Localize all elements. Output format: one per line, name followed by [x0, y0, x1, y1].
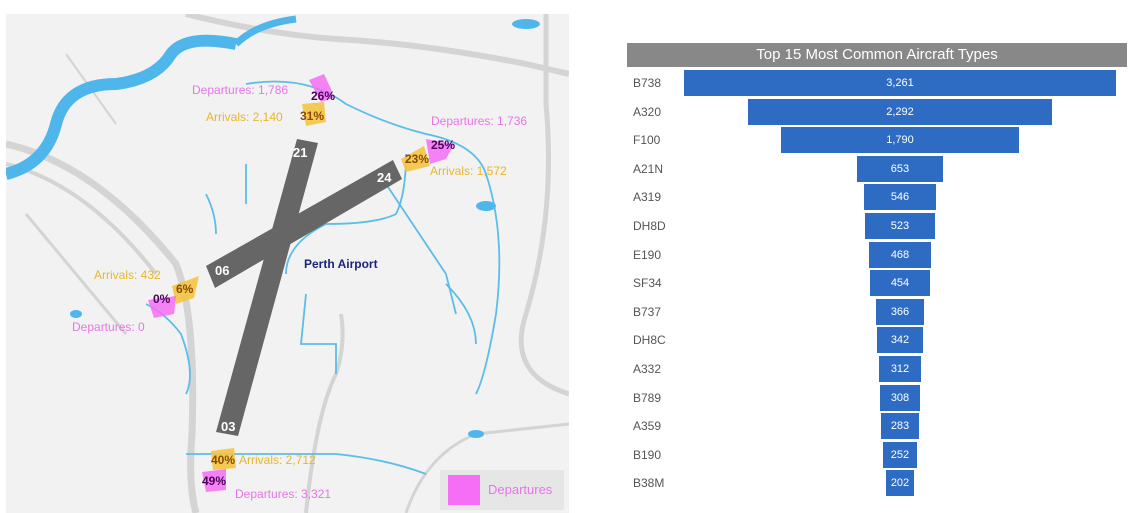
runway-03-21 [216, 139, 318, 436]
funnel-row[interactable]: SF34 454 [627, 269, 1127, 297]
runway-06-24 [206, 160, 402, 288]
departures-label-06: Departures: 0 [72, 320, 145, 334]
funnel-row[interactable]: DH8D 523 [627, 212, 1127, 240]
arrivals-label-21: Arrivals: 2,140 [206, 110, 283, 124]
category-label: B789 [633, 390, 662, 405]
arrivals-label-24: Arrivals: 1,572 [430, 164, 507, 178]
category-label: A319 [633, 190, 662, 205]
category-label: DH8D [633, 219, 666, 233]
category-label: F100 [633, 133, 661, 148]
category-label: B190 [633, 447, 662, 462]
chart-title: Top 15 Most Common Aircraft Types [627, 43, 1127, 67]
arrow-21-arrivals [302, 102, 326, 126]
arrivals-pct-03: 40% [211, 453, 236, 467]
arrow-03-arrivals [211, 448, 236, 470]
funnel-row[interactable]: B190 252 [627, 441, 1127, 469]
map-panel[interactable]: Perth Airport 21 24 06 03 Departures: 1,… [6, 14, 569, 513]
funnel-bar[interactable]: 202 [886, 470, 914, 497]
arrivals-pct-06: 6% [176, 282, 194, 296]
runway-label-06: 06 [215, 263, 230, 278]
category-label: A21N [633, 161, 664, 176]
arrivals-label-06: Arrivals: 432 [94, 268, 161, 282]
runway-label-24: 24 [377, 170, 392, 185]
arrow-24-arrivals [401, 146, 430, 172]
funnel-bar[interactable]: 454 [869, 270, 931, 297]
funnel-row[interactable]: B738 3,261 [627, 69, 1127, 97]
funnel-row[interactable]: A319 546 [627, 183, 1127, 211]
category-label: A332 [633, 362, 662, 376]
funnel-bar[interactable]: 653 [856, 155, 944, 182]
funnel-bar[interactable]: 3,261 [684, 70, 1116, 96]
arrow-24-departures [426, 139, 454, 164]
funnel-row[interactable]: F100 1,790 [627, 126, 1127, 154]
runway-label-21: 21 [293, 145, 308, 160]
category-label: SF34 [633, 276, 662, 291]
funnel-row[interactable]: B737 366 [627, 298, 1127, 326]
funnel-bar[interactable]: 312 [879, 356, 921, 382]
runway-label-03: 03 [221, 419, 236, 434]
funnel-bar[interactable]: 2,292 [748, 98, 1052, 125]
funnel-bar[interactable]: 342 [877, 327, 923, 354]
legend-label-departures: Departures [488, 482, 553, 497]
drainage-lines [145, 80, 501, 475]
departures-pct-06: 0% [153, 292, 171, 306]
arrow-06-departures [148, 296, 176, 318]
funnel-row[interactable]: A21N 653 [627, 155, 1127, 183]
funnel-bar[interactable]: 366 [875, 298, 925, 325]
funnel-bar[interactable]: 283 [881, 413, 919, 440]
funnel-bar[interactable]: 468 [869, 241, 931, 268]
flow-arrows [148, 74, 454, 492]
category-label: A359 [633, 419, 662, 434]
departures-pct-03: 49% [202, 474, 227, 488]
departures-pct-21: 26% [311, 89, 336, 103]
category-label: B38M [633, 476, 665, 491]
category-label: E190 [633, 247, 662, 262]
arrivals-pct-24: 23% [405, 152, 430, 166]
airport-name: Perth Airport [304, 257, 378, 271]
map-legend[interactable]: Departures [440, 470, 564, 510]
river [6, 15, 297, 180]
arrivals-label-03: Arrivals: 2,712 [239, 453, 316, 467]
category-label: B737 [633, 304, 662, 319]
funnel-row[interactable]: E190 468 [627, 241, 1127, 269]
runways [206, 139, 402, 436]
funnel-row[interactable]: B789 308 [627, 384, 1127, 412]
funnel-row[interactable]: DH8C 342 [627, 326, 1127, 354]
funnel-row[interactable]: A332 312 [627, 355, 1127, 383]
funnel-bar[interactable]: 1,790 [781, 127, 1019, 154]
funnel-bar[interactable]: 523 [865, 213, 935, 239]
category-label: B738 [633, 76, 662, 90]
water-ponds [70, 19, 540, 438]
funnel-chart[interactable]: Top 15 Most Common Aircraft Types B738 3,… [627, 43, 1127, 503]
arrow-03-departures [202, 469, 226, 492]
funnel-row[interactable]: A359 283 [627, 412, 1127, 440]
arrow-21-departures [309, 74, 333, 102]
arrow-06-arrivals [172, 276, 199, 304]
departures-label-21: Departures: 1,786 [192, 83, 289, 97]
legend-swatch-departures [448, 475, 480, 505]
map-canvas[interactable] [6, 14, 569, 513]
departures-label-03: Departures: 3,321 [235, 487, 332, 501]
funnel-bar[interactable]: 252 [883, 441, 917, 468]
departures-pct-24: 25% [431, 138, 456, 152]
arrivals-pct-21: 31% [300, 109, 325, 123]
funnel-bar[interactable]: 308 [879, 384, 921, 411]
departures-label-24: Departures: 1,736 [431, 114, 528, 128]
funnel-row[interactable]: B38M 202 [627, 469, 1127, 497]
funnel-bar[interactable]: 546 [863, 184, 937, 211]
funnel-row[interactable]: A320 2,292 [627, 98, 1127, 126]
category-label: A320 [633, 104, 662, 119]
category-label: DH8C [633, 333, 666, 348]
